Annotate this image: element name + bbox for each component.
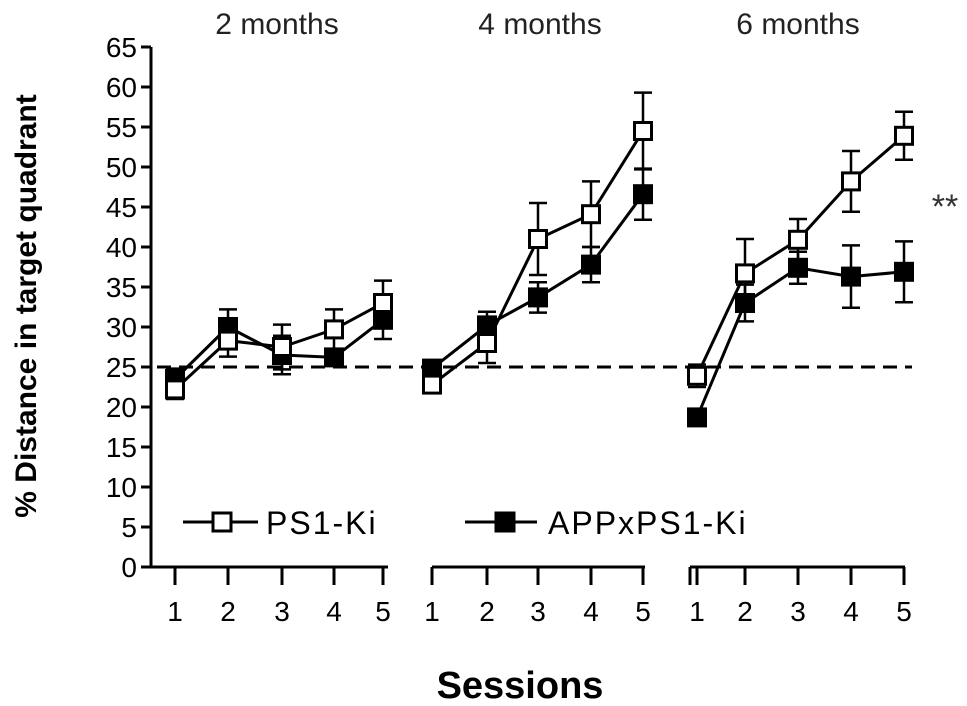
y-tick-label: 60	[106, 72, 137, 103]
data-point-open	[687, 365, 707, 386]
y-axis: 0 5 10 15 20 25 30 35 40 45 50 55 60 65	[106, 32, 153, 583]
data-point-open	[373, 293, 393, 313]
chart-panels: 2 months 4 months 6 months	[165, 8, 914, 428]
data-point-open	[581, 204, 601, 225]
y-axis-title: % Distance in target quadrant	[10, 94, 43, 517]
y-tick-label: 10	[106, 472, 137, 503]
x-tick-label: 2	[479, 596, 495, 627]
data-point-filled	[528, 287, 548, 308]
data-point-open	[218, 330, 238, 351]
legend-marker-filled	[494, 511, 516, 533]
y-tick-label: 30	[106, 312, 137, 343]
data-point-open	[528, 229, 548, 249]
y-tick-label: 20	[106, 392, 137, 423]
y-tick-label: 35	[106, 272, 137, 303]
x-tick-label: 2	[220, 596, 236, 627]
y-tick-label: 50	[106, 152, 137, 183]
x-tick-label: 4	[583, 596, 599, 627]
y-tick-label: 25	[106, 352, 137, 383]
x-tick-label: 2	[737, 596, 753, 627]
data-point-filled	[422, 358, 442, 379]
y-tick-label: 65	[106, 32, 137, 63]
y-tick-label: 55	[106, 112, 137, 143]
data-point-filled	[324, 347, 344, 368]
panel-title: 4 months	[478, 8, 601, 41]
x-tick-label: 5	[375, 596, 391, 627]
y-tick-label: 45	[106, 192, 137, 223]
significance-annotation: **	[932, 188, 958, 226]
data-point-filled	[841, 266, 861, 287]
x-tick-label: 1	[689, 596, 705, 627]
x-tick-label: 3	[274, 596, 290, 627]
data-point-open	[272, 337, 292, 357]
data-point-filled	[687, 407, 707, 428]
data-point-open	[788, 229, 808, 250]
x-tick-label: 1	[424, 596, 440, 627]
legend: PS1-Ki APPxPS1-Ki	[183, 505, 748, 541]
data-point-open	[165, 379, 185, 400]
panel: 2 months	[165, 8, 393, 401]
x-tick-label: 3	[790, 596, 806, 627]
x-tick-label: 3	[530, 596, 546, 627]
x-axis-title: Sessions	[437, 665, 604, 706]
legend-label: APPxPS1-Ki	[548, 505, 748, 541]
data-point-open	[735, 263, 755, 284]
x-tick-label: 4	[843, 596, 859, 627]
x-tick-label: 4	[326, 596, 342, 627]
panel-title: 6 months	[736, 8, 859, 41]
data-point-filled	[894, 261, 914, 282]
y-tick-label: 15	[106, 432, 137, 463]
legend-label: PS1-Ki	[266, 505, 378, 541]
legend-marker-open	[211, 511, 233, 533]
x-axes: 1 2 3 4 5 1 2 3 4 5 1 2 3 4 5	[151, 565, 912, 627]
data-point-open	[841, 171, 861, 192]
x-tick-label: 1	[167, 596, 183, 627]
panel: 6 months	[687, 8, 914, 428]
series-line	[695, 266, 905, 418]
panel: 4 months	[422, 8, 653, 395]
x-tick-label: 5	[635, 596, 651, 627]
y-tick-label: 40	[106, 232, 137, 263]
y-tick-label: 5	[121, 512, 137, 543]
data-point-open	[422, 374, 442, 395]
data-point-open	[894, 125, 914, 146]
data-point-open	[477, 333, 497, 353]
y-tick-label: 0	[121, 552, 137, 583]
data-point-filled	[633, 184, 653, 205]
data-point-filled	[581, 254, 601, 275]
x-tick-label: 5	[896, 596, 912, 627]
data-point-open	[324, 319, 344, 340]
data-point-open	[633, 121, 653, 141]
panel-title: 2 months	[215, 8, 338, 41]
